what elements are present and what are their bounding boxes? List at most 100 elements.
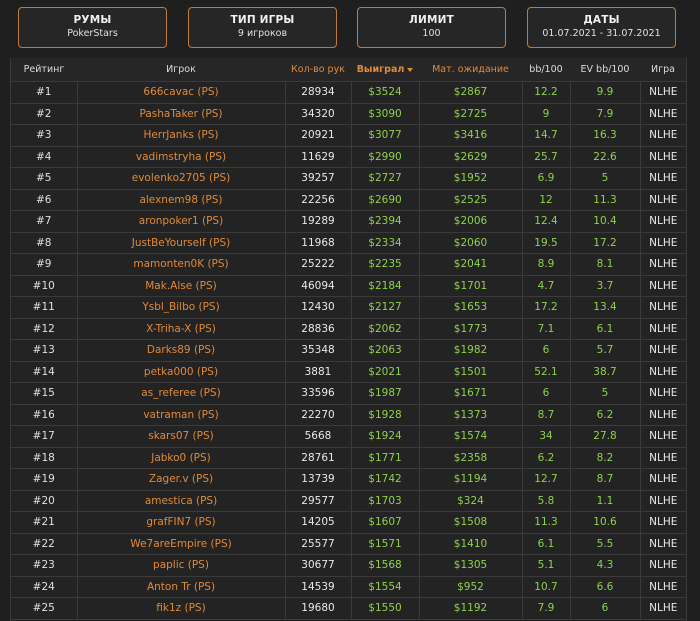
player-link[interactable]: Zager.v (PS) — [77, 468, 286, 491]
player-link[interactable]: Mak.Alse (PS) — [77, 275, 286, 297]
player-link[interactable]: Anton Tr (PS) — [77, 576, 286, 598]
bb100-cell: 10.7 — [522, 576, 571, 598]
ev-bb100-cell: 6.6 — [570, 576, 641, 598]
bb100-cell: 5.8 — [522, 490, 571, 512]
bb100-cell: 17.2 — [522, 296, 571, 319]
player-link[interactable]: Darks89 (PS) — [77, 339, 286, 362]
rank-cell: #19 — [11, 468, 78, 491]
game-cell: NLHE — [640, 275, 686, 297]
player-link[interactable]: vatraman (PS) — [77, 404, 286, 426]
player-link[interactable]: We7areEmpire (PS) — [77, 533, 286, 555]
ev-bb100-cell: 11.3 — [570, 189, 641, 211]
table-row: #8 JustBeYourself (PS) 11968 $2334 $2060 19.5… — [11, 232, 686, 254]
hands-cell: 46094 — [285, 275, 352, 297]
rooms-filter-button[interactable]: РУМЫ PokerStars — [18, 7, 167, 48]
player-link[interactable]: vadimstryha (PS) — [77, 146, 286, 168]
table-row: #1 666cavac (PS) 28934 $3524 $2867 12.2 9.9 NLH… — [11, 81, 686, 104]
header-ev-bb100[interactable]: EV bb/100 — [570, 58, 640, 82]
header-rank[interactable]: Рейтинг — [11, 58, 77, 82]
hands-cell: 22256 — [285, 189, 352, 211]
player-link[interactable]: fik1z (PS) — [77, 597, 286, 620]
rank-cell: #11 — [11, 296, 78, 319]
bb100-cell: 8.7 — [522, 404, 571, 426]
limit-filter-title: ЛИМИТ — [409, 14, 454, 26]
player-link[interactable]: PashaTaker (PS) — [77, 103, 286, 125]
game-cell: NLHE — [640, 576, 686, 598]
game-cell: NLHE — [640, 189, 686, 211]
bb100-cell: 6 — [522, 339, 571, 362]
header-bb100[interactable]: bb/100 — [522, 58, 570, 82]
game-cell: NLHE — [640, 124, 686, 147]
header-player[interactable]: Игрок — [77, 58, 285, 82]
player-link[interactable]: Ysbl_Bilbo (PS) — [77, 296, 286, 319]
ev-cell: $1653 — [419, 296, 523, 319]
ev-bb100-cell: 17.2 — [570, 232, 641, 254]
player-link[interactable]: grafFIN7 (PS) — [77, 511, 286, 534]
player-link[interactable]: aronpoker1 (PS) — [77, 210, 286, 233]
header-game[interactable]: Игра — [640, 58, 686, 82]
leaderboard-table: Рейтинг Игрок Кол-во рук Выиграл Мат. ож… — [11, 58, 686, 620]
player-link[interactable]: mamonten0K (PS) — [77, 253, 286, 276]
player-link[interactable]: amestica (PS) — [77, 490, 286, 512]
table-body: #1 666cavac (PS) 28934 $3524 $2867 12.2 9.9 NLH… — [11, 81, 686, 620]
rank-cell: #16 — [11, 404, 78, 426]
ev-bb100-cell: 5.7 — [570, 339, 641, 362]
rank-cell: #9 — [11, 253, 78, 276]
ev-cell: $1194 — [419, 468, 523, 491]
hands-cell: 25577 — [285, 533, 352, 555]
player-link[interactable]: alexnem98 (PS) — [77, 189, 286, 211]
rank-cell: #4 — [11, 146, 78, 168]
rank-cell: #10 — [11, 275, 78, 297]
ev-cell: $1773 — [419, 318, 523, 340]
table-row: #23 paplic (PS) 30677 $1568 $1305 5.1 4.3 NLHE — [11, 554, 686, 577]
game-type-filter-button[interactable]: ТИП ИГРЫ 9 игроков — [188, 7, 337, 48]
rank-cell: #15 — [11, 382, 78, 405]
table-header-row: Рейтинг Игрок Кол-во рук Выиграл Мат. ож… — [11, 58, 686, 82]
bb100-cell: 12.4 — [522, 210, 571, 233]
table-row: #3 HerrJanks (PS) 20921 $3077 $3416 14.7 16.3 N… — [11, 124, 686, 147]
dates-filter-button[interactable]: ДАТЫ 01.07.2021 - 31.07.2021 — [527, 7, 676, 48]
table-row: #22 We7areEmpire (PS) 25577 $1571 $1410 6.1 5.… — [11, 533, 686, 555]
player-link[interactable]: as_referee (PS) — [77, 382, 286, 405]
rank-cell: #18 — [11, 447, 78, 469]
rank-cell: #20 — [11, 490, 78, 512]
won-cell: $1550 — [351, 597, 420, 620]
won-cell: $2063 — [351, 339, 420, 362]
player-link[interactable]: paplic (PS) — [77, 554, 286, 577]
rank-cell: #1 — [11, 81, 78, 104]
ev-bb100-cell: 5 — [570, 167, 641, 190]
table-row: #6 alexnem98 (PS) 22256 $2690 $2525 12 11.3 NLH… — [11, 189, 686, 211]
limit-filter-button[interactable]: ЛИМИТ 100 — [357, 7, 506, 48]
ev-bb100-cell: 8.2 — [570, 447, 641, 469]
won-cell: $2394 — [351, 210, 420, 233]
won-cell: $2127 — [351, 296, 420, 319]
header-won[interactable]: Выиграл — [351, 58, 419, 82]
header-hands[interactable]: Кол-во рук — [285, 58, 351, 82]
game-cell: NLHE — [640, 447, 686, 469]
ev-cell: $952 — [419, 576, 523, 598]
header-ev[interactable]: Мат. ожидание — [419, 58, 522, 82]
game-cell: NLHE — [640, 296, 686, 319]
ev-bb100-cell: 7.9 — [570, 103, 641, 125]
sort-desc-icon — [407, 67, 414, 72]
player-link[interactable]: evolenko2705 (PS) — [77, 167, 286, 190]
table-row: #12 X-Triha-X (PS) 28836 $2062 $1773 7.1 6.1 NL… — [11, 318, 686, 340]
rank-cell: #17 — [11, 425, 78, 448]
player-link[interactable]: petka000 (PS) — [77, 361, 286, 383]
player-link[interactable]: X-Triha-X (PS) — [77, 318, 286, 340]
bb100-cell: 6.1 — [522, 533, 571, 555]
player-link[interactable]: JustBeYourself (PS) — [77, 232, 286, 254]
player-link[interactable]: skars07 (PS) — [77, 425, 286, 448]
ev-bb100-cell: 6 — [570, 597, 641, 620]
ev-bb100-cell: 4.3 — [570, 554, 641, 577]
player-link[interactable]: 666cavac (PS) — [77, 81, 286, 104]
rank-cell: #8 — [11, 232, 78, 254]
bb100-cell: 6 — [522, 382, 571, 405]
won-cell: $1742 — [351, 468, 420, 491]
rank-cell: #23 — [11, 554, 78, 577]
hands-cell: 14205 — [285, 511, 352, 534]
won-cell: $1924 — [351, 425, 420, 448]
table-row: #21 grafFIN7 (PS) 14205 $1607 $1508 11.3 10.6 N… — [11, 511, 686, 534]
player-link[interactable]: HerrJanks (PS) — [77, 124, 286, 147]
player-link[interactable]: Jabko0 (PS) — [77, 447, 286, 469]
